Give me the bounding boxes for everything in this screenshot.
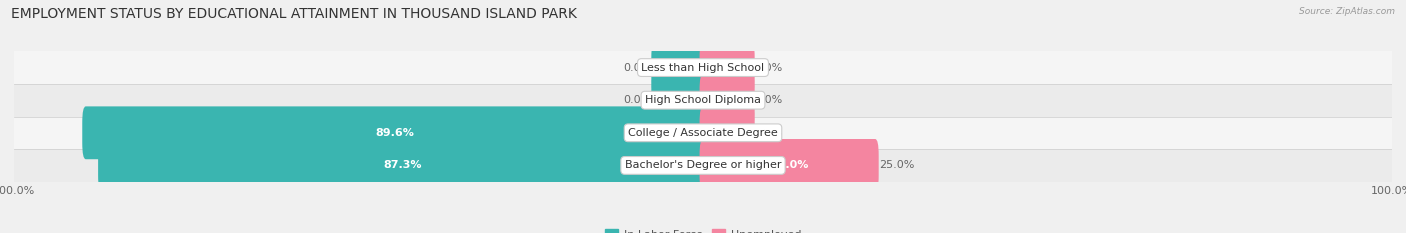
- Bar: [14, 149, 1392, 182]
- Text: 0.0%: 0.0%: [755, 63, 783, 72]
- Text: 87.3%: 87.3%: [382, 161, 422, 170]
- FancyBboxPatch shape: [83, 106, 706, 159]
- Legend: In Labor Force, Unemployed: In Labor Force, Unemployed: [600, 224, 806, 233]
- Text: 89.6%: 89.6%: [375, 128, 413, 138]
- Bar: [14, 84, 1392, 116]
- Text: EMPLOYMENT STATUS BY EDUCATIONAL ATTAINMENT IN THOUSAND ISLAND PARK: EMPLOYMENT STATUS BY EDUCATIONAL ATTAINM…: [11, 7, 576, 21]
- FancyBboxPatch shape: [651, 41, 706, 94]
- Text: 0.0%: 0.0%: [623, 95, 651, 105]
- FancyBboxPatch shape: [700, 106, 755, 159]
- Text: 0.0%: 0.0%: [623, 63, 651, 72]
- FancyBboxPatch shape: [700, 74, 755, 127]
- Text: Less than High School: Less than High School: [641, 63, 765, 72]
- Text: 0.0%: 0.0%: [755, 95, 783, 105]
- Bar: [14, 116, 1392, 149]
- Text: Bachelor's Degree or higher: Bachelor's Degree or higher: [624, 161, 782, 170]
- Text: 25.0%: 25.0%: [770, 161, 808, 170]
- FancyBboxPatch shape: [700, 41, 755, 94]
- Text: 25.0%: 25.0%: [879, 161, 914, 170]
- FancyBboxPatch shape: [98, 139, 706, 192]
- FancyBboxPatch shape: [700, 139, 879, 192]
- Text: High School Diploma: High School Diploma: [645, 95, 761, 105]
- Bar: [14, 51, 1392, 84]
- Text: College / Associate Degree: College / Associate Degree: [628, 128, 778, 138]
- Text: 0.0%: 0.0%: [755, 128, 783, 138]
- FancyBboxPatch shape: [651, 74, 706, 127]
- Text: Source: ZipAtlas.com: Source: ZipAtlas.com: [1299, 7, 1395, 16]
